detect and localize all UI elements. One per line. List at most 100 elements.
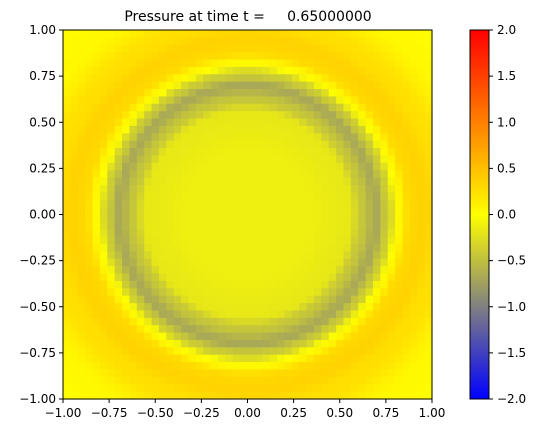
heatmap-cell bbox=[107, 59, 116, 68]
heatmap-cell bbox=[328, 199, 337, 208]
heatmap-cell bbox=[365, 244, 374, 252]
heatmap-cell bbox=[225, 236, 234, 245]
heatmap-cell bbox=[372, 177, 381, 186]
heatmap-cell bbox=[77, 303, 86, 312]
heatmap-cell bbox=[122, 236, 131, 245]
heatmap-cell bbox=[277, 384, 285, 393]
heatmap-cell bbox=[107, 303, 116, 312]
heatmap-cell bbox=[210, 140, 219, 149]
heatmap-cell bbox=[247, 236, 256, 245]
heatmap-cell bbox=[232, 229, 241, 238]
heatmap-cell bbox=[284, 81, 293, 90]
heatmap-cell bbox=[151, 376, 160, 385]
heatmap-cell bbox=[372, 236, 381, 245]
heatmap-cell bbox=[181, 155, 190, 164]
heatmap-cell bbox=[210, 376, 219, 385]
heatmap-cell bbox=[306, 103, 315, 112]
heatmap-cell bbox=[173, 354, 182, 363]
heatmap-cell bbox=[107, 192, 116, 201]
heatmap-cell bbox=[365, 236, 374, 245]
heatmap-cell bbox=[380, 192, 389, 201]
heatmap-cell bbox=[173, 362, 182, 371]
heatmap-cell bbox=[114, 362, 123, 371]
heatmap-cell bbox=[284, 258, 293, 267]
heatmap-cell bbox=[409, 184, 418, 193]
heatmap-cell bbox=[195, 244, 204, 252]
heatmap-cell bbox=[92, 362, 101, 371]
heatmap-cell bbox=[144, 332, 153, 341]
heatmap-cell bbox=[173, 214, 182, 223]
heatmap-cell bbox=[424, 177, 433, 186]
heatmap-cell bbox=[247, 207, 256, 216]
heatmap-cell bbox=[387, 303, 396, 312]
heatmap-cell bbox=[77, 369, 86, 378]
heatmap-cell bbox=[122, 244, 131, 252]
heatmap-cell bbox=[277, 177, 285, 186]
heatmap-cell bbox=[365, 325, 374, 334]
heatmap-cell bbox=[417, 162, 426, 171]
heatmap-cell bbox=[240, 133, 249, 142]
heatmap-cell bbox=[328, 44, 337, 53]
heatmap-cell bbox=[417, 273, 426, 282]
heatmap-cell bbox=[269, 52, 278, 61]
heatmap-cell bbox=[114, 81, 123, 90]
heatmap-cell bbox=[313, 384, 322, 393]
heatmap-cell bbox=[395, 170, 404, 179]
heatmap-cell bbox=[203, 273, 212, 282]
colorbar-tick-label: −1.0 bbox=[497, 300, 526, 314]
heatmap-cell bbox=[247, 362, 256, 371]
heatmap-cell bbox=[277, 295, 285, 304]
heatmap-cell bbox=[321, 221, 330, 230]
heatmap-cell bbox=[85, 103, 94, 112]
heatmap-cell bbox=[129, 207, 138, 216]
heatmap-cell bbox=[262, 236, 271, 245]
heatmap-cell bbox=[387, 354, 396, 363]
heatmap-cell bbox=[358, 376, 367, 385]
heatmap-cell bbox=[424, 280, 433, 289]
heatmap-cell bbox=[136, 236, 145, 245]
heatmap-cell bbox=[144, 140, 153, 149]
heatmap-cell bbox=[299, 369, 308, 378]
heatmap-cell bbox=[166, 192, 175, 201]
heatmap-cell bbox=[63, 273, 71, 282]
colorbar-tick-label: −0.5 bbox=[497, 254, 526, 268]
heatmap-cell bbox=[144, 199, 153, 208]
heatmap-cell bbox=[254, 140, 263, 149]
heatmap-cell bbox=[144, 44, 153, 53]
heatmap-cell bbox=[277, 30, 285, 38]
heatmap-cell bbox=[387, 347, 396, 356]
heatmap-cell bbox=[122, 207, 131, 216]
heatmap-cell bbox=[380, 81, 389, 90]
heatmap-cell bbox=[299, 81, 308, 90]
heatmap-cell bbox=[262, 133, 271, 142]
heatmap-cell bbox=[144, 184, 153, 193]
heatmap-cell bbox=[387, 192, 396, 201]
heatmap-cell bbox=[424, 295, 433, 304]
heatmap-cell bbox=[240, 347, 249, 356]
heatmap-cell bbox=[99, 125, 108, 134]
heatmap-cell bbox=[195, 266, 204, 275]
heatmap-cell bbox=[203, 125, 212, 134]
heatmap-cell bbox=[181, 140, 190, 149]
heatmap-cell bbox=[63, 376, 71, 385]
heatmap-cell bbox=[365, 251, 374, 260]
heatmap-cell bbox=[77, 140, 86, 149]
heatmap-cell bbox=[358, 66, 367, 75]
heatmap-cell bbox=[387, 295, 396, 304]
heatmap-cell bbox=[232, 52, 241, 61]
heatmap-cell bbox=[225, 347, 234, 356]
heatmap-cell bbox=[99, 369, 108, 378]
heatmap-cell bbox=[122, 384, 131, 393]
heatmap-cell bbox=[321, 125, 330, 134]
heatmap-cell bbox=[195, 162, 204, 171]
heatmap-cell bbox=[210, 317, 219, 326]
heatmap-cell bbox=[277, 155, 285, 164]
heatmap-cell bbox=[195, 52, 204, 61]
heatmap-cell bbox=[409, 310, 418, 319]
heatmap-cell bbox=[129, 362, 138, 371]
heatmap-cell bbox=[232, 325, 241, 334]
heatmap-cell bbox=[424, 111, 433, 120]
heatmap-cell bbox=[424, 81, 433, 90]
heatmap-cell bbox=[107, 170, 116, 179]
heatmap-cell bbox=[151, 155, 160, 164]
